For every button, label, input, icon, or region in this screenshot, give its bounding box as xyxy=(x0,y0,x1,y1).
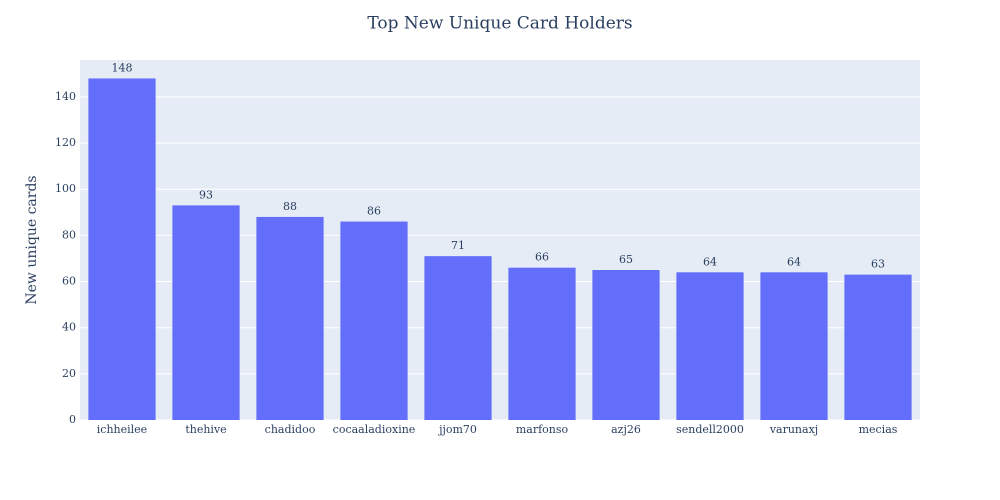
data-label: 88 xyxy=(283,200,297,213)
y-tick-label: 60 xyxy=(62,275,76,288)
data-label: 66 xyxy=(535,251,549,264)
x-tick-label: cocaaladioxine xyxy=(333,423,416,436)
data-label: 93 xyxy=(199,188,213,201)
bar xyxy=(424,256,492,420)
chart-title: Top New Unique Card Holders xyxy=(367,14,632,34)
y-tick-label: 80 xyxy=(62,228,76,241)
bar xyxy=(340,221,408,420)
y-tick-label: 0 xyxy=(69,413,76,426)
bar xyxy=(172,205,240,420)
bar xyxy=(592,270,660,420)
y-tick-label: 140 xyxy=(55,90,76,103)
bar xyxy=(508,267,576,420)
x-tick-label: marfonso xyxy=(516,423,569,436)
data-label: 65 xyxy=(619,253,633,266)
data-label: 71 xyxy=(451,239,465,252)
y-tick-label: 40 xyxy=(62,321,76,334)
x-tick-label: chadidoo xyxy=(265,423,316,436)
bar xyxy=(256,216,324,420)
bar xyxy=(676,272,744,420)
data-label: 86 xyxy=(367,205,381,218)
x-tick-label: azj26 xyxy=(611,423,641,436)
y-tick-label: 20 xyxy=(62,367,76,380)
bar xyxy=(844,274,912,420)
data-label: 64 xyxy=(703,255,717,268)
data-label: 64 xyxy=(787,255,801,268)
bar xyxy=(760,272,828,420)
x-tick-label: mecias xyxy=(859,423,898,436)
x-tick-label: ichheilee xyxy=(97,423,147,436)
data-label: 63 xyxy=(871,258,885,271)
y-tick-label: 120 xyxy=(55,136,76,149)
data-label: 148 xyxy=(112,61,133,74)
y-axis-title: New unique cards xyxy=(24,175,40,304)
x-tick-label: sendell2000 xyxy=(676,423,744,436)
x-tick-label: jjom70 xyxy=(437,423,477,436)
bar xyxy=(88,78,156,420)
y-tick-label: 100 xyxy=(55,182,76,195)
x-tick-label: thehive xyxy=(185,423,226,436)
x-tick-label: varunaxj xyxy=(769,423,818,436)
